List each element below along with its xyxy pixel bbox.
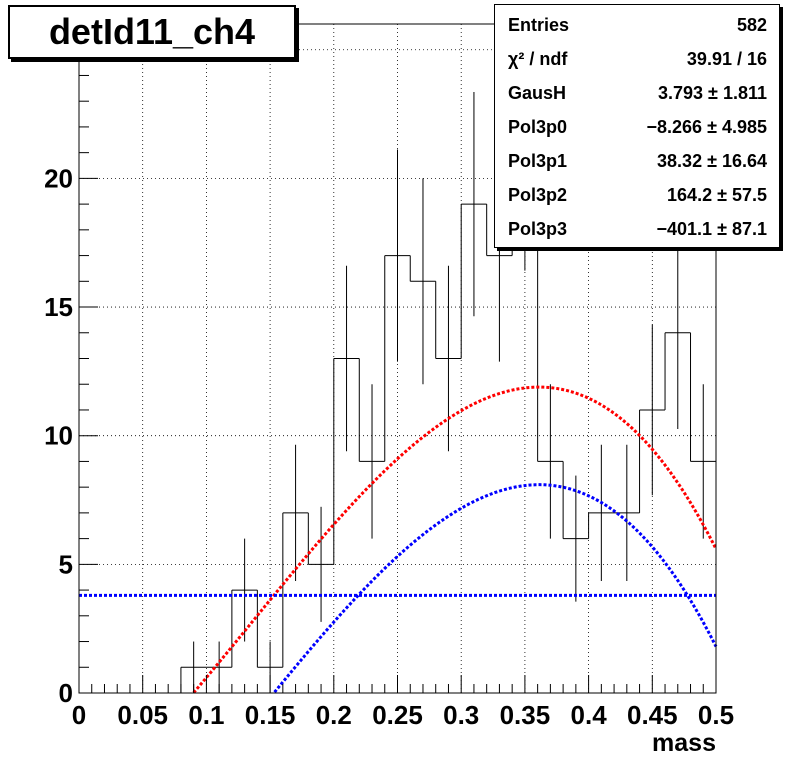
stat-value: 39.91 / 16 (686, 49, 767, 69)
x-tick-label: 0.35 (500, 700, 551, 730)
y-tick-label: 15 (44, 292, 73, 322)
x-tick-label: 0.1 (188, 700, 224, 730)
title-box: detId11_ch4 (8, 5, 296, 59)
x-tick-label: 0.5 (698, 700, 734, 730)
x-tick-label: 0.3 (443, 700, 479, 730)
y-tick-label: 10 (44, 421, 73, 451)
x-tick-label: 0.2 (316, 700, 352, 730)
x-axis-ticks (78, 675, 717, 693)
stat-name: Pol3p1 (508, 151, 568, 171)
y-tick-label: 20 (44, 163, 73, 193)
x-tick-label: 0.25 (372, 700, 423, 730)
stats-box: Entries 582 χ² / ndf 39.91 / 16 GausH 3.… (494, 4, 780, 248)
y-axis-ticks (79, 23, 98, 694)
stat-row-pol3p1: Pol3p1 38.32 ± 16.64 (495, 145, 779, 179)
stat-value: 582 (736, 15, 767, 35)
stat-row-pol3p2: Pol3p2 164.2 ± 57.5 (495, 179, 779, 213)
fit-curves (79, 385, 718, 694)
fit-curve (192, 385, 718, 694)
fit-curve (273, 483, 718, 694)
stat-row-gaush: GausH 3.793 ± 1.811 (495, 77, 779, 111)
stat-row-pol3p3: Pol3p3 −401.1 ± 87.1 (495, 213, 779, 247)
error-bars (193, 34, 704, 693)
stat-row-chi2: χ² / ndf 39.91 / 16 (495, 43, 779, 77)
x-tick-label: 0.4 (571, 700, 608, 730)
chart-title: detId11_ch4 (48, 11, 256, 52)
stat-name: Pol3p3 (508, 219, 568, 239)
stat-name: GausH (508, 83, 567, 103)
stat-value: −401.1 ± 87.1 (656, 219, 767, 239)
stat-value: 3.793 ± 1.811 (658, 83, 767, 103)
y-tick-label: 0 (59, 678, 73, 708)
stat-name: χ² / ndf (508, 49, 568, 69)
x-tick-label: 0 (72, 700, 86, 730)
x-tick-label: 0.05 (117, 700, 168, 730)
x-axis-label: mass (652, 729, 716, 757)
stat-value: 164.2 ± 57.5 (667, 185, 767, 205)
stat-row-entries: Entries 582 (495, 9, 779, 43)
y-tick-label: 5 (59, 549, 73, 579)
x-tick-labels: 0 0.05 0.1 0.15 0.2 0.25 0.3 0.35 0.4 0.45 0.5 (72, 700, 734, 730)
stat-name: Pol3p2 (508, 185, 568, 205)
x-tick-label: 0.45 (627, 700, 678, 730)
stat-value: 38.32 ± 16.64 (657, 151, 767, 171)
stat-row-pol3p0: Pol3p0 −8.266 ± 4.985 (495, 111, 779, 145)
stat-name: Entries (508, 15, 570, 35)
stat-name: Pol3p0 (508, 117, 568, 137)
y-tick-labels: 0510152025 (44, 35, 73, 708)
stat-value: −8.266 ± 4.985 (646, 117, 767, 137)
x-tick-label: 0.15 (245, 700, 296, 730)
